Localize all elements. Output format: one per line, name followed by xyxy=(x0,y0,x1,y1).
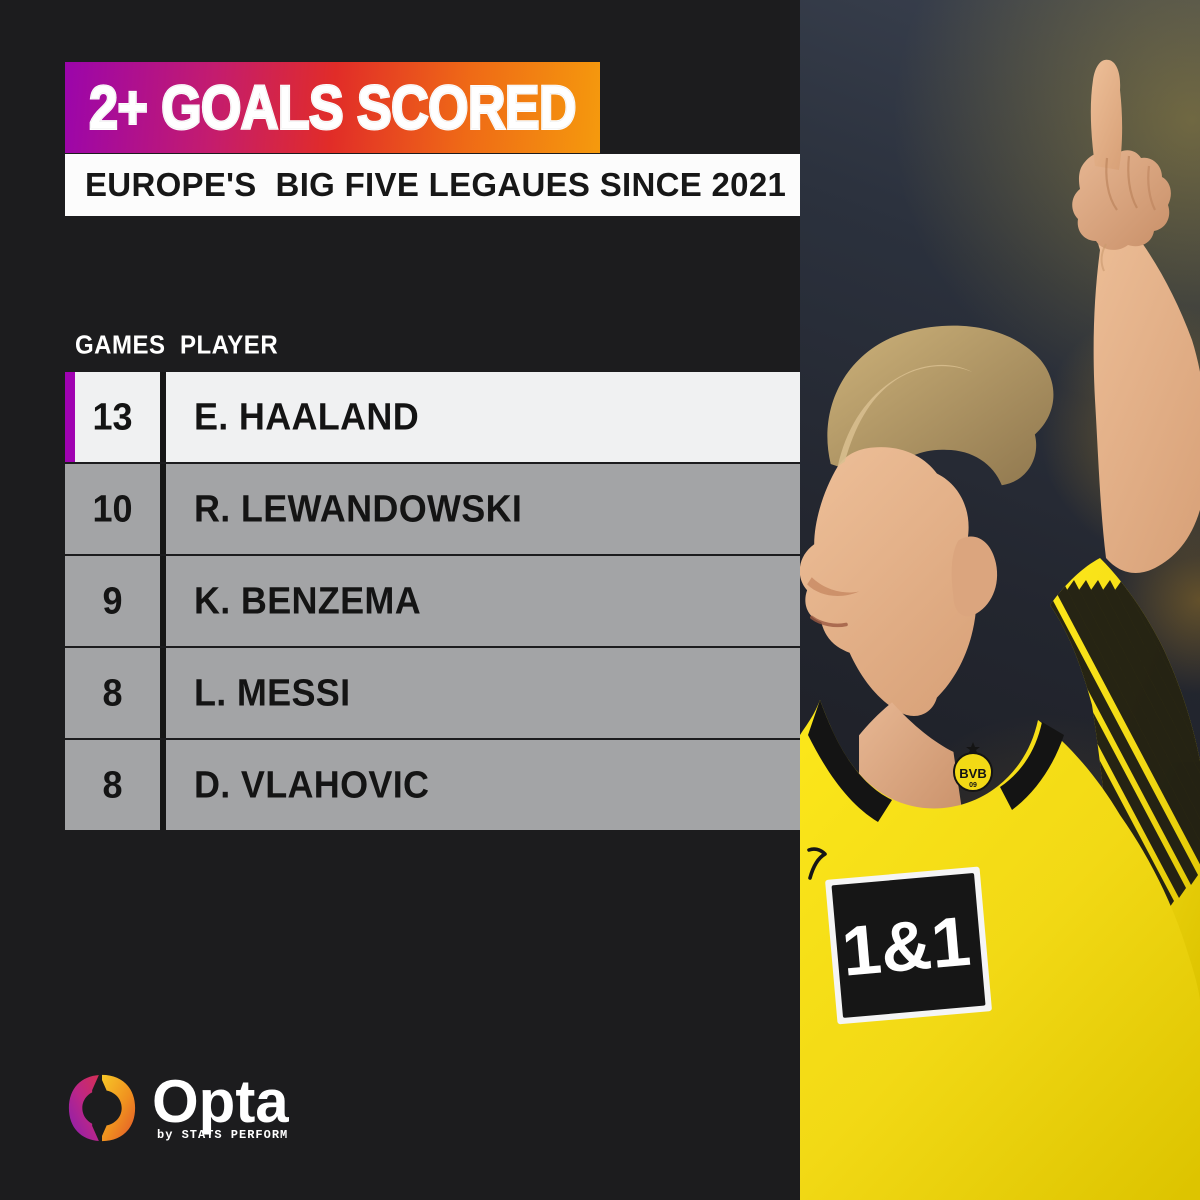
svg-text:BVB: BVB xyxy=(959,766,986,781)
svg-text:by STATS PERFORM: by STATS PERFORM xyxy=(157,1128,288,1142)
svg-text:1&1: 1&1 xyxy=(839,902,974,991)
svg-text:Opta: Opta xyxy=(152,1068,289,1135)
svg-text:09: 09 xyxy=(969,782,977,789)
